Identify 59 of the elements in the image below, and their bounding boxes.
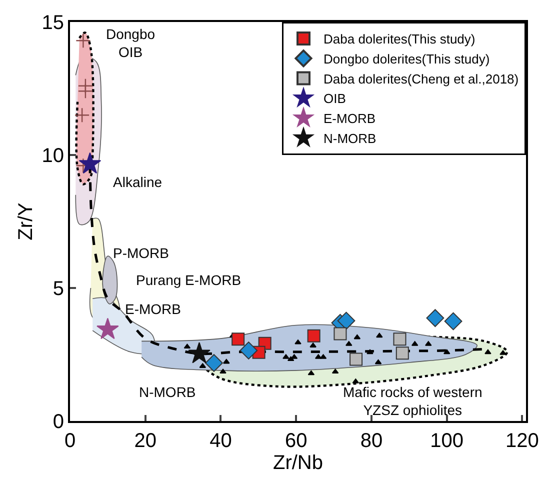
annotation: Dongbo OIB xyxy=(106,26,156,60)
legend-label: Daba dolerites(Cheng et al.,2018) xyxy=(324,71,519,86)
y-tick-label: 15 xyxy=(42,12,64,34)
point xyxy=(205,354,223,372)
point xyxy=(74,108,90,123)
point xyxy=(282,354,290,359)
legend-label: Dongbo dolerites(This study) xyxy=(324,51,490,66)
annotation: N-MORB xyxy=(139,384,196,400)
point xyxy=(366,349,374,354)
point xyxy=(444,312,462,330)
legend-label: Daba dolerites(This study) xyxy=(324,32,476,47)
point xyxy=(232,332,245,346)
point xyxy=(334,327,347,340)
point xyxy=(308,370,315,376)
legend-label: N-MORB xyxy=(324,131,376,146)
point xyxy=(426,309,444,328)
point xyxy=(188,342,210,364)
point xyxy=(374,359,382,364)
point xyxy=(354,334,361,340)
point xyxy=(393,332,406,346)
point xyxy=(425,341,432,346)
x-tick-label: 20 xyxy=(134,430,156,452)
y-axis-title: Zr/Y xyxy=(14,202,37,240)
x-tick-label: 80 xyxy=(360,430,383,452)
x-tick-label: 100 xyxy=(430,430,464,452)
x-tick-label: 120 xyxy=(506,430,539,452)
point xyxy=(443,349,450,354)
point xyxy=(184,344,191,349)
annotation: Alkaline xyxy=(113,174,162,190)
point xyxy=(500,350,506,355)
point xyxy=(376,332,383,338)
annotation: Mafic rocks of western YZSZ ophiolites xyxy=(343,384,482,418)
point xyxy=(307,329,320,342)
point xyxy=(332,368,339,374)
x-tick-label: 60 xyxy=(284,430,308,452)
point xyxy=(76,33,91,48)
point xyxy=(294,340,302,344)
x-axis-title: Zr/Nb xyxy=(273,452,323,474)
point xyxy=(220,368,226,374)
point xyxy=(337,312,356,330)
point xyxy=(484,349,492,354)
x-tick-label: 40 xyxy=(210,430,232,452)
legend-label: E-MORB xyxy=(324,111,376,126)
point xyxy=(287,356,294,362)
point xyxy=(396,346,409,360)
point xyxy=(223,358,230,364)
annotation: P-MORB xyxy=(113,245,169,261)
legend-label: OIB xyxy=(324,91,346,106)
y-tick-label: 10 xyxy=(42,145,64,167)
annotation: Purang E-MORB xyxy=(136,272,242,288)
y-tick-label: 0 xyxy=(52,411,64,433)
point xyxy=(78,84,94,99)
annotation: E-MORB xyxy=(125,301,181,317)
y-tick-label: 5 xyxy=(52,278,64,300)
point xyxy=(78,152,102,174)
point xyxy=(310,342,316,348)
point xyxy=(350,352,363,366)
point xyxy=(240,342,258,360)
point xyxy=(96,318,119,340)
